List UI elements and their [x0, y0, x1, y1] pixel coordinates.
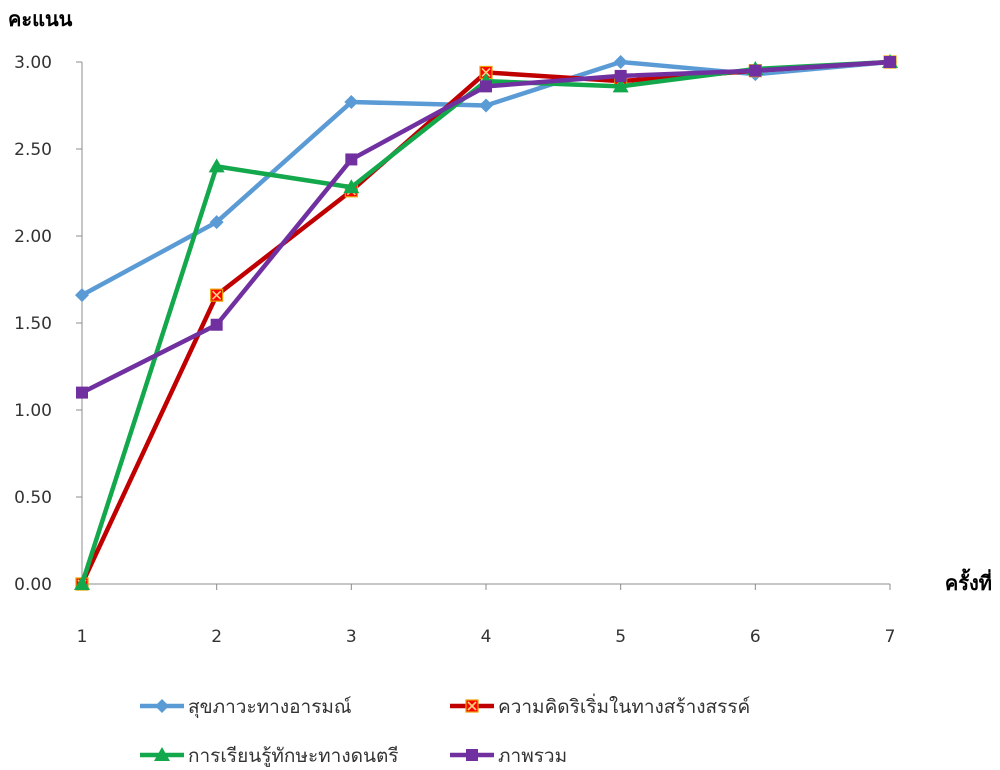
x-tick-label: 5 — [615, 627, 626, 647]
legend-label: ความคิดริเริ่มในทางสร้างสรรค์ — [498, 693, 750, 718]
legend-label: ภาพรวม — [498, 745, 567, 767]
data-point — [479, 98, 493, 113]
data-point — [613, 55, 628, 69]
legend-item: สุขภาวะทางอารมณ์ — [140, 696, 352, 719]
legend-item: การเรียนรู้ทักษะทางดนตรี — [140, 745, 399, 767]
tick-labels: 0.00 0.50 1.00 1.50 2.00 2.50 3.00 1 2 3 4 5 6 7 — [14, 53, 895, 647]
series-layer — [74, 54, 898, 591]
series-line — [79, 59, 891, 585]
x-tick-label: 7 — [885, 627, 896, 647]
data-point — [614, 69, 627, 82]
y-axis-title: คะแนน — [8, 7, 73, 31]
data-point — [612, 78, 629, 93]
legend-marker — [465, 699, 479, 713]
y-tick-label: 2.50 — [14, 140, 52, 160]
y-tick-label: 1.00 — [14, 401, 52, 421]
x-tick-label: 2 — [211, 627, 222, 647]
x-tick-label: 3 — [346, 627, 357, 647]
x-axis-title: ครั้งที่ — [945, 568, 992, 595]
data-point — [208, 158, 225, 173]
data-point — [344, 95, 359, 110]
data-point — [76, 386, 88, 399]
data-point — [210, 288, 224, 302]
y-tick-label: 2.00 — [14, 227, 52, 247]
series-2 — [75, 55, 897, 591]
data-point — [345, 153, 358, 166]
x-tick-label: 4 — [481, 627, 492, 647]
legend-marker — [466, 749, 478, 761]
y-tick-label: 3.00 — [14, 53, 52, 73]
data-point — [74, 576, 90, 590]
data-point — [210, 318, 223, 331]
y-tick-label: 1.50 — [14, 314, 52, 334]
legend-marker — [155, 699, 169, 713]
series-4 — [76, 56, 896, 399]
legend-label: การเรียนรู้ทักษะทางดนตรี — [188, 745, 399, 767]
series-line — [80, 59, 891, 298]
legend-item: ความคิดริเริ่มในทางสร้างสรรค์ — [450, 693, 750, 718]
legend-label: สุขภาวะทางอารมณ์ — [188, 696, 352, 719]
x-tick-label: 1 — [77, 627, 88, 647]
data-point — [75, 288, 89, 303]
y-tick-label: 0.50 — [14, 488, 52, 508]
data-point — [209, 215, 224, 230]
y-tick-label: 0.00 — [14, 575, 52, 595]
data-point — [884, 56, 896, 68]
data-point — [480, 80, 492, 93]
legend: สุขภาวะทางอารมณ์ ความคิดริเริ่มในทางสร้าง… — [140, 693, 750, 767]
data-point — [479, 65, 493, 80]
x-tick-label: 6 — [750, 627, 761, 647]
legend-item: ภาพรวม — [450, 745, 567, 767]
data-point — [343, 179, 360, 194]
data-point — [749, 64, 762, 77]
legend-marker — [154, 747, 170, 761]
series-3 — [74, 54, 898, 590]
